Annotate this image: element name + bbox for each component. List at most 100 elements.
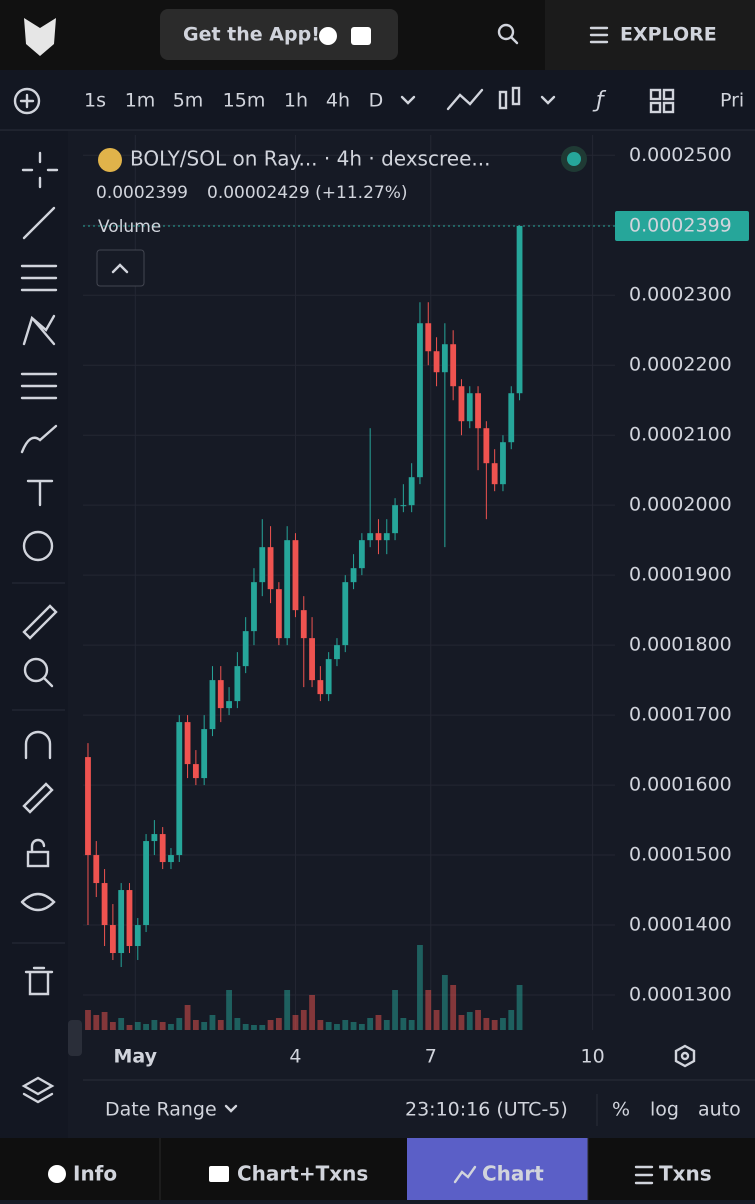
lock-tool[interactable] xyxy=(26,850,50,868)
collapse-button[interactable] xyxy=(96,249,145,287)
android-icon xyxy=(351,27,371,45)
lock-draw-tool[interactable] xyxy=(22,782,54,814)
candle-body xyxy=(400,505,407,507)
date-range[interactable]: Date Range xyxy=(105,1099,217,1121)
ruler-tool[interactable] xyxy=(22,604,58,640)
volume-bar xyxy=(109,1022,116,1030)
logo[interactable] xyxy=(24,18,56,56)
fib-tool[interactable] xyxy=(20,264,58,292)
volume-bar xyxy=(192,1020,199,1030)
tab[interactable]: Txns xyxy=(659,1162,712,1186)
text-tool[interactable] xyxy=(26,479,54,507)
tab[interactable]: Chart xyxy=(482,1162,544,1186)
prediction-tool[interactable] xyxy=(20,372,58,400)
candle-body xyxy=(367,533,374,541)
interval[interactable]: 1h xyxy=(284,90,308,112)
delete-tool[interactable] xyxy=(24,966,54,996)
y-tick-label: 0.0002300 xyxy=(629,284,732,306)
brush-tool[interactable] xyxy=(20,424,58,454)
magnet-tool[interactable] xyxy=(24,730,52,760)
y-tick-label: 0.0002500 xyxy=(629,144,732,166)
add-icon[interactable] xyxy=(13,87,41,115)
candle-body xyxy=(383,533,390,541)
price-tab-cut[interactable]: Pri xyxy=(720,90,744,112)
candle-icon[interactable] xyxy=(498,90,508,110)
interval[interactable]: 5m xyxy=(173,90,204,112)
chart-txns-icon xyxy=(209,1166,229,1182)
search-icon[interactable] xyxy=(497,23,515,41)
volume-bar xyxy=(101,1012,108,1030)
volume-bar xyxy=(383,1020,390,1030)
candle-body xyxy=(201,729,208,779)
log-toggle[interactable]: log xyxy=(650,1099,679,1121)
info-icon xyxy=(48,1165,66,1183)
candle-body xyxy=(126,890,133,947)
header-change: 0.00002429 (+11.27%) xyxy=(207,183,407,203)
volume-bar xyxy=(292,1015,299,1030)
candle-body xyxy=(342,582,349,646)
candle-body xyxy=(275,589,282,639)
volume-bar xyxy=(325,1022,332,1030)
volume-bar xyxy=(118,1018,125,1030)
candle-body xyxy=(234,666,241,702)
line-type-icon[interactable] xyxy=(446,88,484,111)
y-tick-label: 0.0002100 xyxy=(629,424,732,446)
volume-bar xyxy=(159,1022,166,1030)
volume-bar xyxy=(284,990,291,1030)
volume-bar xyxy=(433,1010,440,1030)
volume-bar xyxy=(209,1015,216,1030)
auto-toggle[interactable]: auto xyxy=(698,1099,741,1121)
volume-bar xyxy=(93,1015,100,1030)
volume-bar xyxy=(392,990,398,1030)
settings-icon[interactable] xyxy=(674,1044,696,1068)
percent-toggle[interactable]: % xyxy=(612,1099,630,1121)
y-tick-label: 0.0001900 xyxy=(629,564,732,586)
volume-bar xyxy=(134,1022,141,1030)
volume-bar xyxy=(176,1018,183,1030)
interval[interactable]: 1m xyxy=(125,90,156,112)
layers-icon[interactable] xyxy=(21,1076,55,1104)
interval[interactable]: D xyxy=(369,90,384,112)
volume-bar xyxy=(491,1020,498,1030)
volume-bar xyxy=(184,1005,191,1030)
volume-bar xyxy=(217,1020,224,1030)
volume-bar xyxy=(242,1024,249,1030)
volume-bar xyxy=(267,1020,274,1030)
volume-bar xyxy=(358,1024,365,1030)
tab[interactable]: Chart+Txns xyxy=(237,1162,368,1186)
collapse-handle[interactable] xyxy=(68,1020,82,1056)
active-tab xyxy=(407,1138,588,1200)
candle-body xyxy=(475,393,481,429)
interval[interactable]: 1s xyxy=(84,90,106,112)
last-price-badge xyxy=(615,210,749,241)
crosshair-tool[interactable] xyxy=(21,151,59,189)
volume-bar xyxy=(251,1025,257,1030)
candle-body xyxy=(192,764,199,779)
emoji-tool[interactable] xyxy=(22,530,54,562)
indicators-icon[interactable]: ƒ xyxy=(592,88,607,113)
interval[interactable]: 15m xyxy=(223,90,266,112)
volume-bar xyxy=(259,1025,266,1030)
volume-bar xyxy=(450,985,457,1030)
tab[interactable]: Info xyxy=(73,1162,117,1186)
candle-body xyxy=(292,540,299,611)
visibility-tool[interactable] xyxy=(20,892,56,912)
candle-body xyxy=(284,540,291,639)
zoom-tool[interactable] xyxy=(23,657,49,683)
y-tick-label: 0.0002000 xyxy=(629,494,732,516)
status-dot xyxy=(567,152,581,166)
candle-body xyxy=(417,323,423,478)
candle-body xyxy=(508,393,515,443)
pattern-tool[interactable] xyxy=(22,314,56,346)
app-button[interactable] xyxy=(160,9,398,60)
layout-icon[interactable] xyxy=(649,88,662,101)
volume-bar xyxy=(367,1018,374,1030)
explore-button[interactable] xyxy=(545,0,755,70)
volume-bar xyxy=(425,990,432,1030)
volume-bar xyxy=(226,990,232,1030)
trendline-tool[interactable] xyxy=(22,206,56,240)
volume-bar xyxy=(309,995,315,1030)
interval[interactable]: 4h xyxy=(326,90,350,112)
